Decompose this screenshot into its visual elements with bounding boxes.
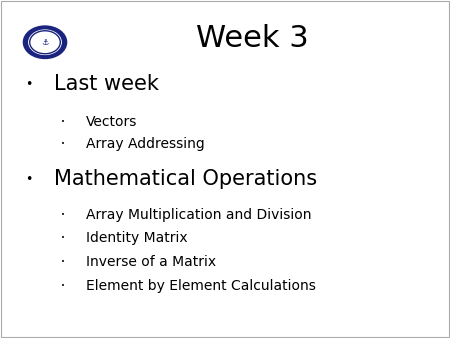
Text: •: •	[61, 212, 65, 218]
Text: •: •	[61, 119, 65, 125]
Circle shape	[23, 26, 67, 58]
Text: Array Addressing: Array Addressing	[86, 137, 204, 151]
Text: Inverse of a Matrix: Inverse of a Matrix	[86, 255, 216, 269]
Text: Identity Matrix: Identity Matrix	[86, 231, 187, 245]
Text: •: •	[61, 235, 65, 241]
Text: •: •	[25, 78, 32, 91]
Text: Last week: Last week	[54, 74, 159, 95]
Text: •: •	[61, 259, 65, 265]
Text: Element by Element Calculations: Element by Element Calculations	[86, 279, 315, 293]
Text: Vectors: Vectors	[86, 115, 137, 129]
Text: Week 3: Week 3	[196, 24, 308, 53]
Text: •: •	[25, 173, 32, 186]
Text: ⚓: ⚓	[41, 38, 49, 47]
Circle shape	[29, 30, 61, 54]
Text: •: •	[61, 141, 65, 147]
Text: Mathematical Operations: Mathematical Operations	[54, 169, 317, 189]
Text: Array Multiplication and Division: Array Multiplication and Division	[86, 208, 311, 222]
Text: •: •	[61, 283, 65, 289]
